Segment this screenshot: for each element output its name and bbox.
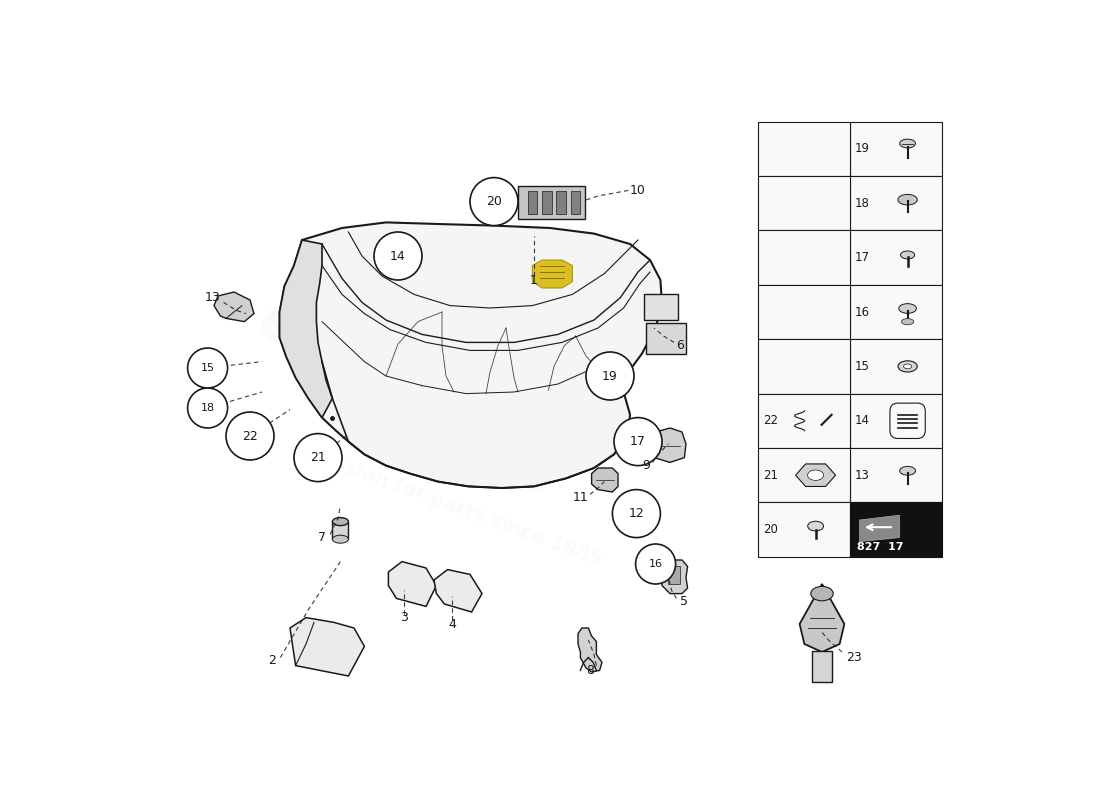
Bar — [758, 448, 850, 502]
Ellipse shape — [807, 470, 824, 480]
Bar — [850, 448, 942, 502]
Text: 10: 10 — [630, 184, 646, 197]
Text: 3: 3 — [400, 611, 408, 624]
Text: 19: 19 — [602, 370, 618, 382]
Text: 11: 11 — [573, 491, 588, 504]
Text: eurospares: eurospares — [249, 294, 563, 506]
Polygon shape — [592, 468, 618, 492]
Text: 5: 5 — [680, 595, 688, 608]
Ellipse shape — [901, 251, 914, 259]
Polygon shape — [290, 618, 364, 676]
Bar — [528, 191, 537, 214]
Polygon shape — [578, 628, 602, 672]
Ellipse shape — [900, 466, 915, 475]
Ellipse shape — [898, 194, 917, 205]
Polygon shape — [800, 584, 845, 652]
Bar — [645, 294, 678, 320]
Circle shape — [226, 412, 274, 460]
Bar — [758, 285, 850, 339]
Text: 2: 2 — [268, 654, 276, 666]
Bar — [758, 339, 850, 394]
Text: 9: 9 — [642, 459, 650, 472]
Ellipse shape — [332, 518, 349, 526]
Text: 16: 16 — [649, 559, 662, 569]
Text: a passion for parts since 1985: a passion for parts since 1985 — [287, 438, 605, 570]
Text: 6: 6 — [676, 339, 684, 352]
Circle shape — [614, 418, 662, 466]
Ellipse shape — [811, 586, 833, 601]
Bar — [758, 394, 850, 448]
Ellipse shape — [903, 364, 912, 369]
Text: 4: 4 — [449, 618, 456, 630]
Text: 17: 17 — [855, 251, 870, 264]
Polygon shape — [434, 570, 482, 612]
Circle shape — [636, 544, 675, 584]
Text: 13: 13 — [205, 291, 220, 304]
Bar — [557, 191, 566, 214]
Ellipse shape — [901, 318, 914, 325]
Text: 19: 19 — [855, 142, 870, 155]
Bar — [542, 191, 551, 214]
Bar — [758, 230, 850, 285]
Polygon shape — [662, 560, 688, 594]
Text: 20: 20 — [486, 195, 502, 208]
Circle shape — [374, 232, 422, 280]
Bar — [850, 176, 942, 230]
Text: 23: 23 — [846, 651, 861, 664]
Text: 8: 8 — [586, 664, 594, 677]
Text: 12: 12 — [628, 507, 645, 520]
Circle shape — [613, 490, 660, 538]
Bar — [571, 191, 581, 214]
Polygon shape — [214, 292, 254, 322]
Bar — [850, 122, 942, 176]
Text: 1: 1 — [530, 274, 538, 286]
Ellipse shape — [332, 535, 349, 543]
Polygon shape — [859, 515, 900, 542]
Polygon shape — [388, 562, 437, 606]
Text: 22: 22 — [762, 414, 778, 427]
Text: 13: 13 — [855, 469, 870, 482]
Polygon shape — [279, 222, 662, 488]
Text: 15: 15 — [855, 360, 870, 373]
Ellipse shape — [898, 361, 917, 372]
Ellipse shape — [900, 139, 915, 148]
Text: 14: 14 — [855, 414, 870, 427]
Bar — [850, 285, 942, 339]
Circle shape — [586, 352, 634, 400]
Circle shape — [188, 388, 228, 428]
Bar — [850, 502, 942, 557]
Ellipse shape — [899, 304, 916, 314]
Polygon shape — [795, 464, 836, 486]
Polygon shape — [532, 260, 572, 288]
Bar — [813, 651, 832, 682]
Circle shape — [294, 434, 342, 482]
Text: 827  17: 827 17 — [857, 542, 904, 552]
Polygon shape — [279, 240, 332, 418]
Text: 21: 21 — [310, 451, 326, 464]
Ellipse shape — [807, 522, 824, 531]
Text: 16: 16 — [855, 306, 870, 318]
Text: 17: 17 — [630, 435, 646, 448]
Bar — [850, 339, 942, 394]
Polygon shape — [650, 428, 686, 462]
Text: 22: 22 — [242, 430, 257, 442]
Bar — [758, 176, 850, 230]
Bar — [850, 230, 942, 285]
Text: 7: 7 — [318, 531, 326, 544]
Bar — [518, 186, 585, 219]
Text: 15: 15 — [200, 363, 214, 373]
Circle shape — [188, 348, 228, 388]
Text: 18: 18 — [855, 197, 870, 210]
Text: 18: 18 — [200, 403, 214, 413]
Bar — [850, 394, 942, 448]
Text: 14: 14 — [390, 250, 406, 262]
Text: 20: 20 — [762, 523, 778, 536]
Bar — [646, 323, 686, 354]
Bar — [758, 502, 850, 557]
Text: 21: 21 — [762, 469, 778, 482]
Bar — [758, 122, 850, 176]
Bar — [669, 566, 681, 584]
Bar — [332, 522, 349, 539]
Circle shape — [470, 178, 518, 226]
